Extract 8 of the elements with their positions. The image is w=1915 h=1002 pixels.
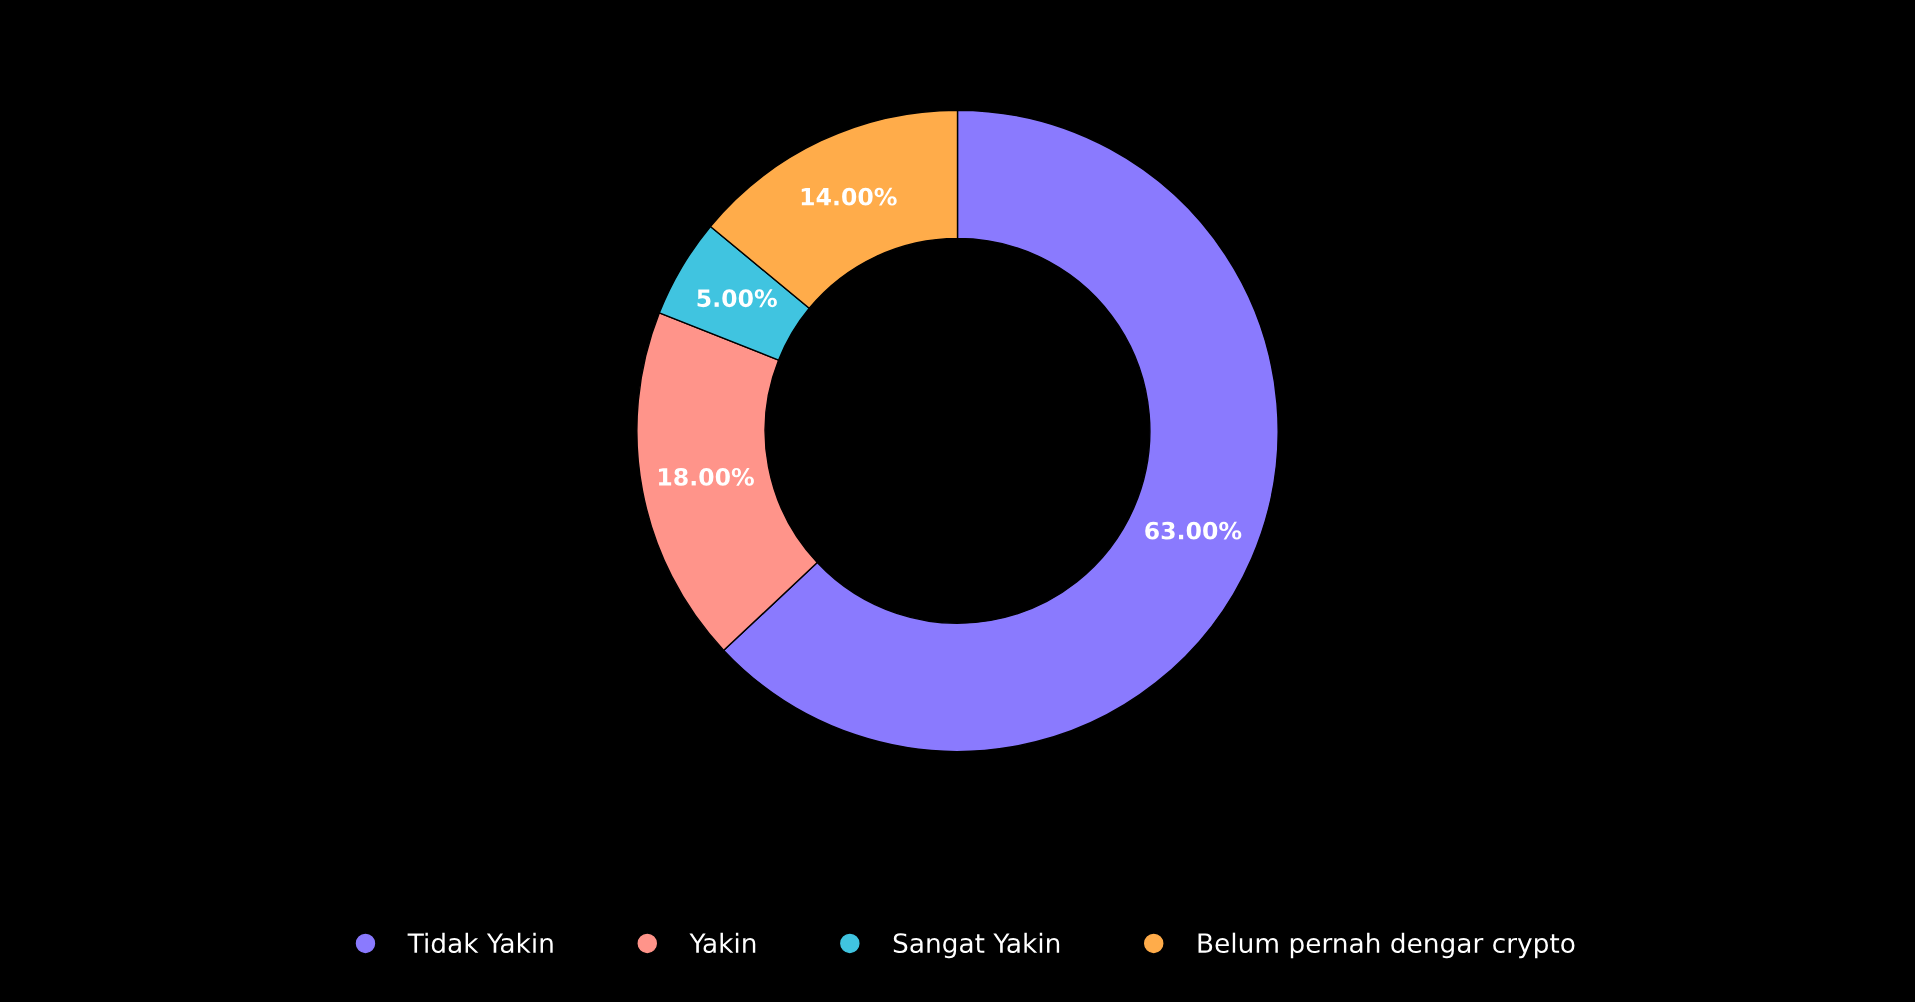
data-label: 14.00% [801, 187, 897, 206]
legend-label: Sangat Yakin [893, 932, 1060, 959]
data-label: 5.00% [697, 289, 777, 308]
data-label: 18.00% [659, 467, 754, 486]
legend-label: Yakin [689, 932, 756, 954]
legend-label: Belum pernah dengar crypto [1198, 932, 1575, 959]
legend-label: Tidak Yakin [407, 932, 553, 954]
data-label: 63.00% [1145, 521, 1242, 540]
